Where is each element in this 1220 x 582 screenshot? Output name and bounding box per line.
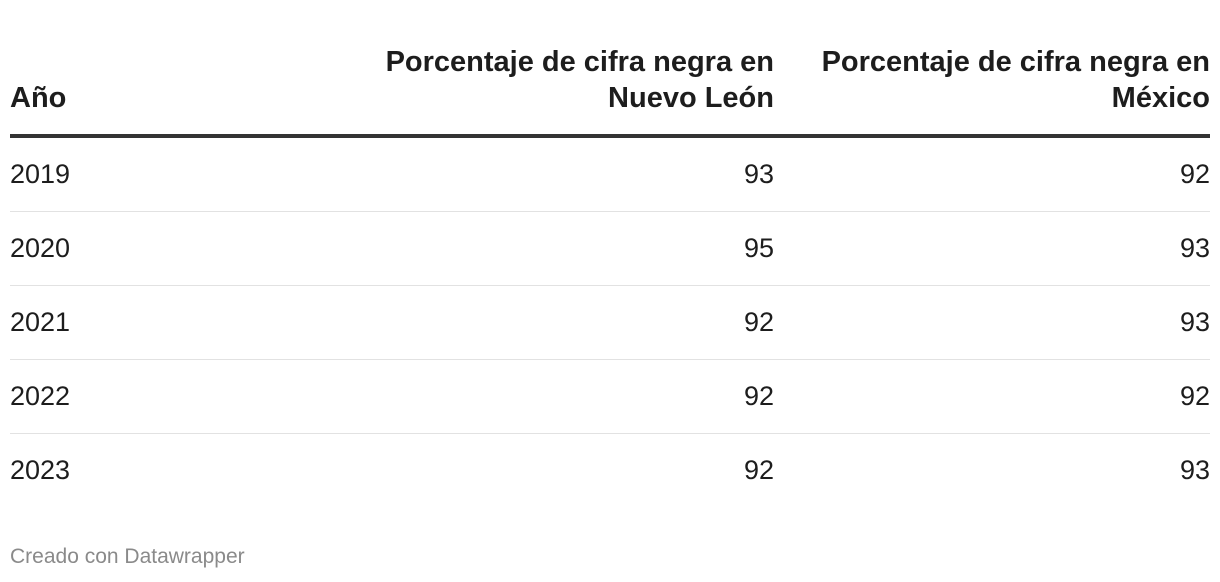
- data-table: Año Porcentaje de cifra negra en Nuevo L…: [10, 44, 1210, 507]
- column-header-nuevo-leon: Porcentaje de cifra negra en Nuevo León: [330, 44, 774, 138]
- cell-mexico: 93: [774, 211, 1210, 286]
- table-row: 2023 92 93: [10, 434, 1210, 508]
- datawrapper-credit: Creado con Datawrapper: [10, 545, 245, 568]
- cell-year: 2023: [10, 455, 71, 485]
- cell-nuevo-leon: 93: [330, 136, 774, 212]
- header-row: Año Porcentaje de cifra negra en Nuevo L…: [10, 44, 1210, 138]
- cell-mexico: 92: [774, 136, 1210, 212]
- table-row: 2022 92 92: [10, 359, 1210, 434]
- cell-nuevo-leon: 92: [330, 285, 774, 360]
- cell-year: 2020: [10, 211, 330, 286]
- data-table-container: Año Porcentaje de cifra negra en Nuevo L…: [10, 44, 1210, 507]
- table-row: 2020 95 93: [10, 211, 1210, 286]
- column-header-mexico: Porcentaje de cifra negra en México: [774, 44, 1210, 138]
- cell-year: 2021: [10, 285, 330, 360]
- table-body: 2019 93 92 2020 95 93 2021 92 93 2022 92…: [10, 136, 1210, 507]
- column-header-year: Año: [10, 44, 330, 138]
- cell-mexico: 92: [774, 359, 1210, 434]
- table-row: 2019 93 92: [10, 136, 1210, 212]
- cell-nuevo-leon: 95: [330, 211, 774, 286]
- cell-nuevo-leon: 92: [743, 455, 774, 485]
- table-header: Año Porcentaje de cifra negra en Nuevo L…: [10, 44, 1210, 138]
- table-row: 2021 92 93: [10, 285, 1210, 360]
- cell-mexico: 93: [1179, 455, 1210, 485]
- cell-nuevo-leon: 92: [330, 359, 774, 434]
- cell-mexico: 93: [774, 285, 1210, 360]
- cell-year: 2019: [10, 136, 330, 212]
- cell-year: 2022: [10, 359, 330, 434]
